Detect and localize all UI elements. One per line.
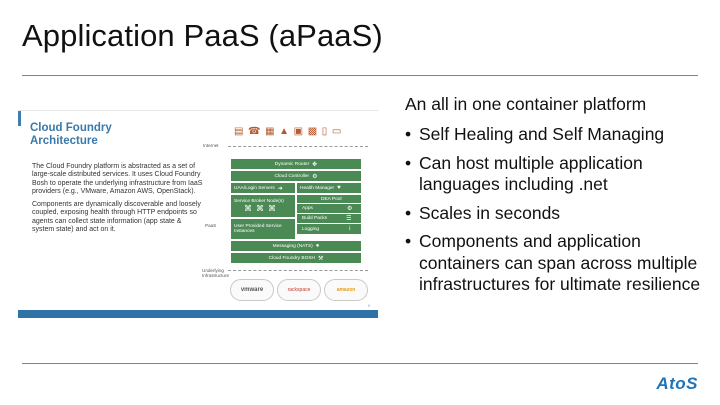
phone-icon: ☎ — [248, 126, 261, 137]
cloud-controller-box: Cloud Controller ⚙ — [231, 171, 361, 181]
slide-title: Application PaaS (aPaaS) — [22, 18, 383, 53]
film-icon: ▦ — [265, 126, 275, 137]
command-icons: ⌘⌘⌘ — [244, 204, 280, 213]
dynamic-router-box: Dynamic Router ✥ — [231, 159, 361, 169]
layer-internet-label: Internet — [203, 143, 219, 148]
book-icon: ▤ — [234, 126, 244, 137]
footer-divider — [22, 363, 698, 364]
slide-footer-bar — [18, 310, 378, 318]
heart-icon: ♥ — [337, 185, 341, 191]
bosh-box: Cloud Foundry BOSH ⚒ — [231, 253, 361, 263]
content-heading: An all in one container platform — [405, 94, 647, 114]
infra-divider — [228, 270, 368, 271]
amazon-cloud: amazon — [324, 279, 368, 301]
bullet-icon: • — [405, 152, 412, 173]
messaging-box: Messaging (NATS) ● — [231, 241, 361, 251]
rackspace-cloud: rackspace — [277, 279, 321, 301]
bullet-item: • Components and application containers c… — [405, 231, 701, 294]
uaa-box: UAA/Login Servers ➜ — [231, 183, 295, 193]
mobile-icon: ▯ — [321, 126, 328, 137]
service-broker-box: Service Broker Node(s) ⌘⌘⌘ — [231, 195, 295, 217]
dea-pool-box: DEA Pool — [297, 195, 361, 203]
client-icons: ▤ ☎ ▦ ▲ ▣ ▩ ▯ ▭ — [234, 126, 341, 137]
logging-box: Logging i — [297, 224, 361, 234]
info-icon: i — [349, 226, 351, 232]
gear-icon: ⚙ — [346, 206, 353, 212]
arrow-right-icon: ➜ — [277, 185, 283, 192]
slide-accent-bar — [18, 111, 21, 126]
user-services-box: User Provided Service Instances — [231, 219, 295, 239]
cf-paragraph-1: The Cloud Foundry platform is abstracted… — [32, 163, 203, 195]
apps-box: Apps ⚙ — [297, 204, 361, 213]
build-packs-box: Build Packs ☰ — [297, 214, 361, 223]
bullet-icon: • — [405, 202, 412, 223]
bullet-item: • Scales in seconds — [405, 202, 561, 223]
bullet-item: • Can host multiple application languages… — [405, 152, 643, 195]
layer-paas-label: PaaS — [205, 223, 217, 228]
display-icon: ▭ — [331, 126, 342, 137]
title-divider — [22, 75, 698, 76]
cf-description: The Cloud Foundry platform is abstracted… — [32, 163, 204, 239]
gear-icon: ⚙ — [312, 173, 318, 180]
embedded-page-number: 9 — [367, 303, 370, 308]
internet-divider — [228, 146, 368, 147]
briefcase-icon: ▣ — [293, 126, 304, 137]
health-manager-box: Health Manager ♥ — [297, 183, 361, 193]
layer-infra-label: Underlying Infrastructure — [202, 268, 230, 278]
vmware-cloud: vmware — [230, 279, 274, 301]
stack-icon: ☰ — [346, 216, 352, 222]
cf-slide-title: Cloud Foundry Architecture — [30, 122, 112, 147]
bullet-list: • Self Healing and Self Managing • Can hos… — [405, 124, 705, 303]
bullet-icon: • — [405, 231, 412, 251]
bullet-item: • Self Healing and Self Managing — [405, 124, 665, 144]
chat-icon: ● — [315, 243, 320, 249]
calendar-icon: ▩ — [307, 126, 318, 137]
bullet-icon: • — [405, 124, 412, 144]
atos-logo: AtoS — [656, 374, 698, 393]
wrench-icon: ⚒ — [318, 255, 324, 262]
cloud-foundry-embedded-slide: Cloud Foundry Architecture The Cloud Fou… — [18, 110, 378, 318]
router-icon: ✥ — [312, 161, 318, 168]
factory-icon: ▲ — [279, 126, 290, 137]
cf-paragraph-2: Components are dynamically discoverable … — [32, 201, 201, 234]
